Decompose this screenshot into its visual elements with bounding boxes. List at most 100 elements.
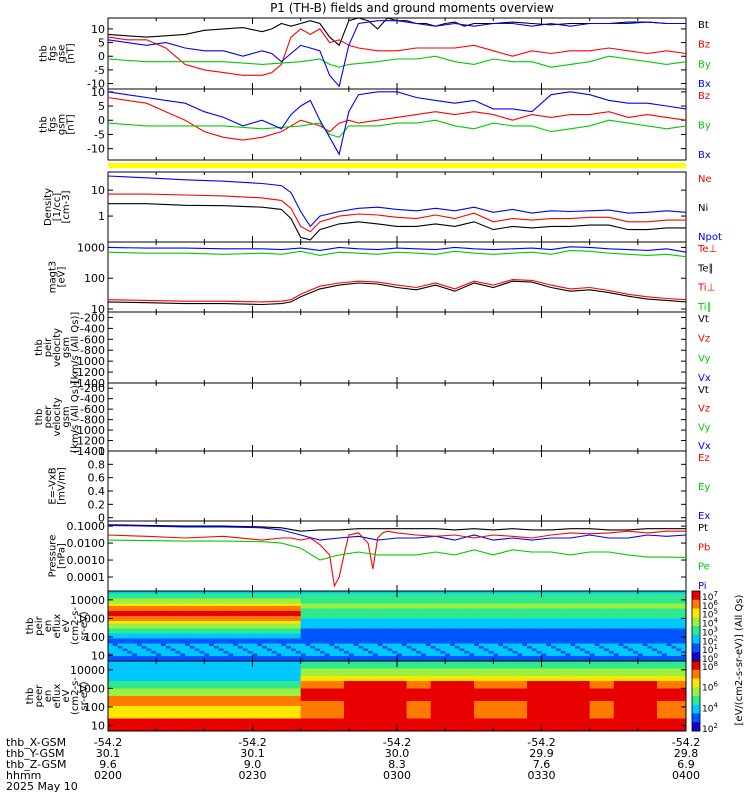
- spectrogram-cell: [194, 618, 200, 622]
- spectrogram-cell: [136, 638, 143, 642]
- spectrogram-cell: [502, 638, 509, 642]
- panel-frame: [107, 520, 687, 592]
- spectrogram-cell: [291, 678, 297, 682]
- spectrogram-cell: [146, 668, 152, 672]
- spectrogram-cell: [194, 726, 200, 729]
- spectrogram-cell: [209, 618, 215, 622]
- spectrogram-cell: [416, 636, 422, 639]
- spectrogram-cell: [185, 638, 191, 642]
- spectrogram-cell: [266, 596, 273, 599]
- spectrogram-cell: [642, 598, 648, 602]
- spectrogram-cell: [512, 601, 518, 604]
- spectrogram-cell: [122, 706, 128, 709]
- spectrogram-cell: [608, 628, 615, 632]
- spectrogram-cell: [421, 601, 427, 604]
- spectrogram-cell: [213, 651, 220, 654]
- spectrogram-cell: [652, 658, 658, 662]
- spectrogram-cell: [218, 686, 224, 689]
- spectrogram-cell: [315, 591, 321, 594]
- spectrogram-cell: [613, 591, 619, 594]
- spectrogram-cell: [435, 648, 441, 652]
- spectrogram-cell: [180, 608, 186, 612]
- spectrogram-cell: [122, 623, 128, 627]
- spectrogram-cell: [368, 626, 374, 629]
- spectrogram-cell: [247, 633, 253, 637]
- spectrogram-cell: [594, 608, 600, 612]
- spectrogram-cell: [560, 623, 566, 627]
- spectrogram-cell: [430, 631, 436, 634]
- spectrogram-cell: [136, 593, 143, 597]
- spectrogram-cell: [233, 648, 239, 652]
- spectrogram-cell: [209, 718, 215, 722]
- spectrogram-cell: [156, 631, 162, 634]
- spectrogram-cell: [406, 593, 412, 597]
- spectrogram-cell: [151, 603, 157, 607]
- spectrogram-cell: [382, 598, 388, 602]
- spectrogram-cell: [368, 616, 374, 619]
- spectrogram-cell: [324, 611, 330, 614]
- spectrogram-cell: [262, 626, 268, 629]
- spectrogram-cell: [228, 688, 234, 692]
- spectrogram-cell: [387, 606, 393, 609]
- spectrogram-cell: [223, 646, 229, 649]
- spectrogram-cell: [666, 593, 672, 597]
- spectrogram-cell: [218, 701, 224, 704]
- spectrogram-cell: [633, 648, 639, 652]
- spectrogram-cell: [141, 661, 147, 664]
- spectrogram-cell: [570, 633, 576, 637]
- spectrogram-cell: [262, 676, 268, 679]
- spectrogram-cell: [560, 646, 566, 649]
- spectrogram-cell: [392, 653, 398, 657]
- spectrogram-cell: [295, 691, 301, 694]
- spectrogram-cell: [541, 596, 547, 599]
- colorbar-segment: [692, 599, 700, 609]
- spectrogram-cell: [117, 658, 123, 662]
- spectrogram-cell: [257, 693, 263, 697]
- spectrogram-cell: [517, 598, 523, 602]
- spectrogram-cell: [300, 706, 306, 709]
- spectrogram-cell: [233, 708, 239, 712]
- spectrogram-cell: [628, 611, 634, 614]
- spectrogram-cell: [291, 663, 297, 667]
- spectrogram-cell: [136, 673, 143, 677]
- spectrogram-cell: [295, 641, 301, 644]
- spectrogram-cell: [560, 608, 566, 612]
- spectrogram-cell: [213, 666, 220, 669]
- spectrogram-cell: [416, 623, 422, 627]
- spectrogram-cell: [194, 708, 200, 712]
- spectrogram-cell: [372, 631, 379, 634]
- spectrogram-cell: [242, 716, 248, 719]
- spectrogram-cell: [276, 663, 282, 667]
- spectrogram-cell: [604, 623, 610, 627]
- spectrogram-cell: [286, 618, 292, 622]
- spectrogram-cell: [281, 726, 287, 729]
- spectrogram-cell: [132, 641, 138, 644]
- spectrogram-cell: [132, 728, 138, 732]
- spectrogram-cell: [223, 728, 229, 732]
- spectrogram-cell: [185, 711, 191, 714]
- spectrogram-cell: [185, 618, 191, 622]
- spectrogram-cell: [676, 628, 682, 632]
- spectrogram-cell: [555, 658, 562, 662]
- spectrogram-cell: [262, 708, 268, 712]
- spectrogram-cell: [363, 623, 369, 627]
- colorbar-tick-exponent: 2: [713, 634, 717, 642]
- spectrogram-cell: [175, 673, 181, 677]
- spectrogram-cell: [175, 596, 181, 599]
- spectrogram-cell: [580, 643, 586, 647]
- spectrogram-cell: [108, 683, 114, 687]
- spectrogram-cell: [112, 711, 118, 714]
- spectrogram-cell: [435, 638, 441, 642]
- spectrogram-cell: [242, 708, 248, 712]
- spectrogram-cell: [271, 648, 277, 652]
- spectrogram-cell: [580, 651, 586, 654]
- spectrogram-cell: [474, 618, 480, 622]
- spectrogram-cell: [257, 598, 263, 602]
- y-axis-label: eflux: [52, 614, 63, 639]
- spectrogram-cell: [507, 653, 513, 657]
- spectrogram-cell: [483, 591, 489, 594]
- spectrogram-cell: [295, 633, 301, 637]
- spectrogram-cell: [392, 648, 398, 652]
- spectrogram-cell: [185, 658, 191, 662]
- spectrogram-cell: [112, 611, 118, 614]
